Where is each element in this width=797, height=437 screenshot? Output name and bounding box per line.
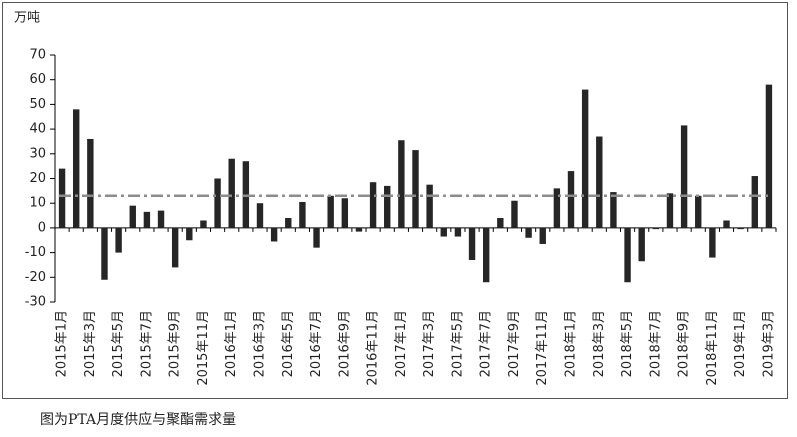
x-tick-label: 2015年9月	[168, 310, 183, 377]
bar	[454, 227, 462, 237]
bar	[638, 227, 645, 262]
bar	[709, 227, 716, 258]
bar	[539, 227, 546, 244]
bar	[115, 227, 122, 253]
bar	[143, 211, 151, 228]
bar	[101, 227, 108, 280]
caption: 图为PTA月度供应与聚酯需求量	[40, 411, 236, 428]
x-tick-label: 2015年7月	[139, 310, 154, 377]
bar	[511, 200, 518, 228]
y-tick-label: 0	[38, 220, 46, 235]
x-tick-label: 2019年1月	[733, 310, 748, 377]
bar	[327, 195, 334, 228]
bar	[723, 220, 730, 228]
bar	[157, 210, 165, 228]
bar	[666, 193, 674, 228]
y-tick-label: 70	[29, 48, 46, 63]
x-tick-label: 2016年5月	[281, 310, 296, 377]
bar	[214, 178, 221, 228]
bar	[581, 89, 589, 228]
x-tick-label: 2018年9月	[677, 310, 692, 377]
bar	[341, 198, 349, 228]
x-tick-label: 2017年1月	[394, 310, 409, 377]
x-tick-label: 2017年7月	[479, 310, 494, 377]
bar	[200, 220, 207, 228]
x-tick-label: 2018年7月	[648, 310, 663, 377]
bar	[525, 227, 532, 238]
x-tick-label: 2015年1月	[55, 310, 70, 377]
x-tick-label: 2019年3月	[761, 310, 776, 377]
bar	[610, 192, 617, 228]
bar	[440, 227, 447, 237]
y-tick-label: -10	[25, 245, 46, 260]
x-tick-label: 2018年5月	[620, 310, 635, 377]
bar	[384, 185, 391, 228]
bar	[73, 109, 80, 228]
bar	[680, 125, 688, 228]
bar	[398, 140, 405, 228]
x-tick-label: 2018年1月	[564, 310, 579, 377]
x-tick-label: 2016年11月	[366, 310, 381, 386]
x-tick-label: 2018年3月	[592, 310, 607, 377]
bar	[87, 138, 94, 228]
bar	[355, 227, 363, 232]
bar	[228, 158, 235, 228]
bar	[497, 218, 504, 228]
bar	[412, 150, 419, 228]
frame	[2, 2, 788, 399]
bar	[270, 227, 278, 242]
bar	[596, 136, 603, 228]
bar	[186, 227, 193, 241]
y-tick-label: 20	[29, 171, 46, 186]
x-tick-label: 2015年5月	[111, 310, 126, 377]
bar	[468, 227, 476, 261]
y-tick-label: 60	[29, 72, 46, 87]
bar	[652, 227, 660, 230]
bar	[482, 227, 490, 283]
y-tick-label: -30	[25, 295, 46, 310]
y-tick-label: 40	[29, 122, 46, 137]
y-tick-label: 50	[29, 97, 46, 112]
x-tick-label: 2017年3月	[422, 310, 437, 377]
bar	[129, 205, 136, 228]
bar	[426, 184, 433, 228]
bar	[695, 195, 702, 228]
bar	[737, 227, 744, 230]
x-tick-label: 2015年3月	[83, 310, 98, 377]
bar	[369, 182, 377, 228]
bar	[553, 188, 561, 228]
bar	[299, 201, 306, 228]
bar	[624, 227, 631, 283]
x-tick-label: 2016年9月	[337, 310, 352, 377]
bar	[765, 84, 773, 228]
bar	[751, 176, 758, 228]
x-tick-label: 2017年9月	[507, 310, 522, 377]
bar	[567, 171, 575, 228]
bar	[58, 168, 66, 228]
y-tick-label: 30	[29, 146, 46, 161]
bar	[256, 203, 264, 228]
x-tick-label: 2018年11月	[705, 310, 720, 386]
y-tick-label: 10	[29, 196, 46, 211]
x-tick-label: 2016年1月	[224, 310, 239, 377]
y-tick-label: -20	[25, 270, 46, 285]
x-tick-label: 2017年5月	[450, 310, 465, 377]
bar	[313, 227, 320, 248]
x-tick-label: 2017年11月	[535, 310, 550, 386]
bar	[171, 227, 179, 268]
x-tick-label: 2016年7月	[309, 310, 324, 377]
x-tick-label: 2016年3月	[252, 310, 267, 377]
bar	[285, 218, 292, 228]
x-tick-label: 2015年11月	[196, 310, 211, 386]
unit-label: 万吨	[14, 11, 40, 26]
